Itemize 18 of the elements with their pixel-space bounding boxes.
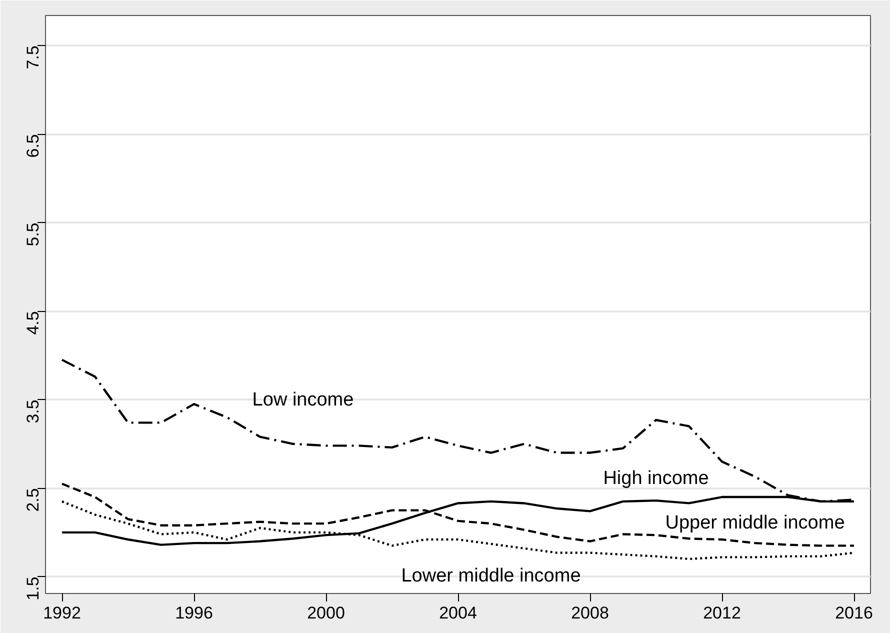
y-tick-label: 6.5 <box>24 134 42 158</box>
y-tick-label: 7.5 <box>24 46 42 70</box>
y-tick-label: 1.5 <box>24 576 42 600</box>
y-tick-label: 2.5 <box>24 488 42 512</box>
series-label: Upper middle income <box>665 512 845 534</box>
x-tick-label: 2004 <box>439 604 477 622</box>
x-tick-label: 1996 <box>175 604 213 622</box>
x-tick-label: 2000 <box>307 604 345 622</box>
y-tick-label: 4.5 <box>24 311 42 335</box>
x-tick-label: 1992 <box>43 604 81 622</box>
series-label: Lower middle income <box>401 565 581 586</box>
x-tick-label: 2016 <box>835 604 873 622</box>
x-tick-label: 2008 <box>571 604 609 622</box>
x-tick-label: 2012 <box>703 604 741 622</box>
series-label: High income <box>603 468 709 490</box>
series-label: Low income <box>252 389 354 410</box>
y-tick-label: 3.5 <box>24 400 42 424</box>
y-tick-label: 5.5 <box>24 222 42 246</box>
